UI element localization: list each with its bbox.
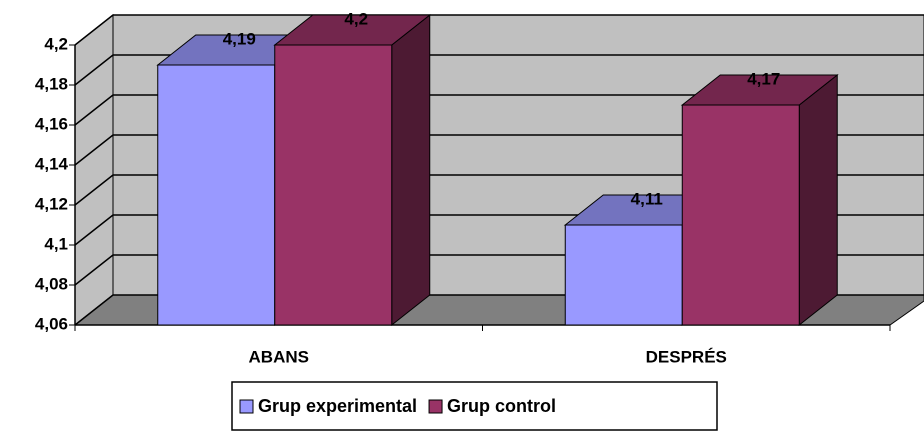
bar — [681, 104, 800, 326]
y-tick-label: 4,12 — [35, 194, 68, 213]
data-label: 4,19 — [223, 29, 256, 48]
grid-line — [74, 54, 924, 86]
bar — [564, 224, 683, 326]
data-label: 4,11 — [631, 189, 663, 208]
x-tick-label: ABANS — [249, 347, 309, 366]
y-tick-label: 4,14 — [35, 154, 69, 173]
legend-swatch — [239, 399, 254, 414]
y-tick-label: 4,16 — [35, 114, 68, 133]
bar — [274, 44, 393, 326]
grid-line — [74, 94, 924, 126]
y-tick-label: 4,06 — [35, 314, 68, 333]
legend-swatch — [428, 399, 443, 414]
side-wall — [74, 13, 114, 327]
y-tick-label: 4,18 — [35, 74, 68, 93]
grid-line — [74, 14, 924, 46]
grid-line — [74, 134, 924, 166]
y-tick-label: 4,2 — [44, 34, 68, 53]
bar — [157, 64, 276, 326]
legend-label: Grup control — [447, 396, 556, 416]
legend — [231, 381, 718, 431]
y-tick-label: 4,1 — [44, 234, 68, 253]
grid-line — [74, 174, 924, 206]
data-label: 4,2 — [344, 9, 368, 28]
x-tick-label: DESPRÉS — [646, 347, 727, 366]
y-tick-label: 4,08 — [35, 274, 68, 293]
bar-side — [391, 13, 431, 327]
legend-label: Grup experimental — [258, 396, 417, 416]
data-label: 4,17 — [747, 69, 780, 88]
bar-side — [798, 73, 838, 327]
